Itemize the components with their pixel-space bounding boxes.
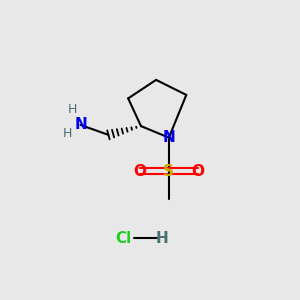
Text: H: H: [68, 103, 77, 116]
Text: H: H: [155, 231, 168, 246]
Text: N: N: [74, 117, 87, 132]
Text: O: O: [133, 164, 146, 178]
Text: S: S: [164, 164, 174, 178]
Text: N: N: [163, 130, 175, 145]
Text: O: O: [191, 164, 204, 178]
Text: H: H: [63, 127, 72, 140]
Text: Cl: Cl: [116, 231, 132, 246]
